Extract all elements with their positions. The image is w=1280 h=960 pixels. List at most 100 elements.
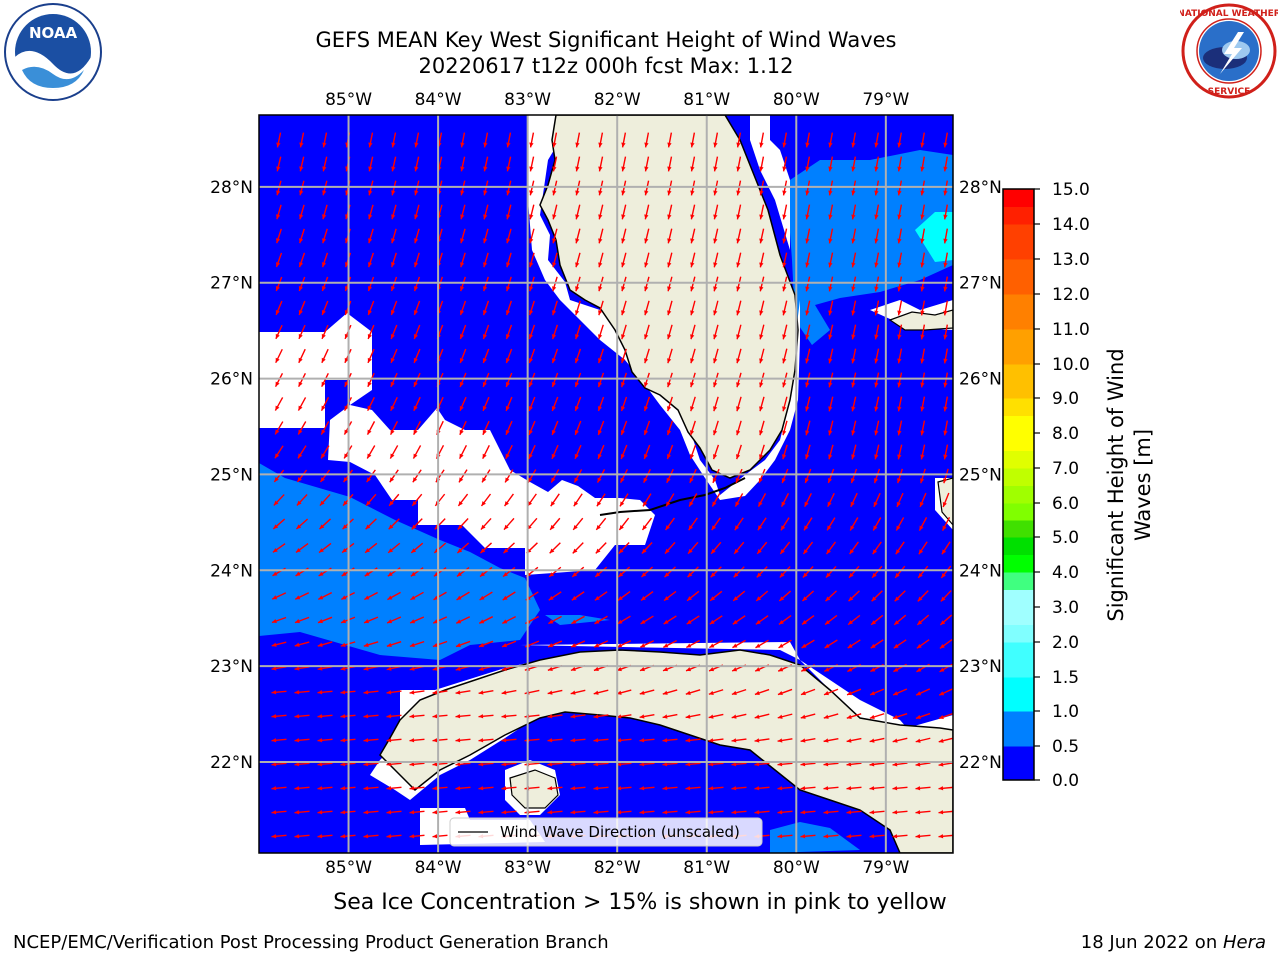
wave-direction-arrow (897, 396, 903, 412)
wave-direction-arrow (690, 372, 696, 388)
wave-direction-arrow (455, 690, 471, 695)
wave-direction-arrow (501, 738, 517, 743)
wave-direction-arrow (943, 132, 948, 148)
wave-direction-arrow (321, 276, 329, 292)
wave-direction-arrow (736, 324, 742, 340)
wave-direction-arrow (736, 156, 742, 172)
wave-direction-arrow (689, 444, 697, 460)
wave-direction-arrow (551, 444, 559, 460)
wave-direction-arrow (618, 517, 630, 531)
wave-direction-arrow (644, 300, 650, 316)
wave-direction-arrow (756, 566, 768, 578)
wave-direction-arrow (872, 517, 882, 531)
wave-direction-arrow (667, 156, 673, 172)
wave-direction-arrow (667, 180, 673, 196)
wave-direction-arrow (687, 541, 699, 555)
wave-direction-arrow (570, 810, 586, 815)
wave-direction-arrow (595, 517, 607, 531)
lat-tick-label-right: 22°N (959, 753, 1002, 773)
wave-direction-arrow (363, 690, 379, 695)
wave-direction-arrow (736, 204, 742, 220)
wave-direction-arrow (455, 762, 471, 767)
wave-direction-arrow (386, 714, 402, 719)
wave-direction-arrow (851, 300, 857, 316)
wave-direction-arrow (482, 372, 490, 388)
wave-direction-arrow (322, 132, 328, 148)
wave-direction-arrow (780, 493, 790, 507)
wave-direction-arrow (690, 156, 696, 172)
wave-direction-arrow (364, 591, 378, 601)
wave-direction-arrow (662, 689, 678, 695)
wave-direction-arrow (874, 180, 880, 196)
wave-direction-arrow (597, 396, 605, 412)
wave-direction-arrow (480, 493, 492, 507)
wave-direction-arrow (708, 810, 724, 815)
wave-direction-arrow (874, 228, 880, 244)
wave-direction-arrow (275, 300, 283, 316)
wave-direction-arrow (366, 469, 376, 483)
wave-direction-arrow (389, 421, 399, 435)
wave-direction-arrow (271, 616, 287, 624)
wave-direction-arrow (736, 252, 742, 268)
wave-direction-arrow (409, 786, 425, 791)
lat-tick-label-left: 22°N (210, 753, 253, 773)
wave-direction-arrow (641, 541, 653, 555)
wave-direction-arrow (690, 180, 696, 196)
wave-direction-arrow (547, 689, 563, 695)
wave-direction-arrow (505, 444, 513, 460)
colorbar-tick-label: 11.0 (1052, 320, 1090, 340)
wave-direction-arrow (662, 738, 678, 743)
wave-direction-arrow (848, 590, 860, 602)
wave-direction-arrow (639, 762, 655, 767)
wave-direction-arrow (736, 372, 742, 388)
wave-direction-arrow (363, 786, 379, 791)
wave-direction-arrow (551, 348, 559, 364)
footer-date-text: 18 Jun 2022 on (1080, 932, 1223, 953)
wave-direction-arrow (801, 639, 815, 649)
colorbar-segment (1003, 642, 1034, 678)
wave-direction-arrow (294, 810, 310, 815)
wave-direction-arrow (777, 688, 793, 696)
wave-direction-arrow (943, 324, 949, 340)
wave-direction-arrow (732, 639, 746, 649)
wave-direction-arrow (482, 444, 490, 460)
wave-direction-arrow (617, 615, 631, 625)
wave-direction-arrow (621, 156, 627, 172)
wave-direction-arrow (455, 810, 471, 815)
wave-direction-arrow (551, 324, 559, 340)
wave-direction-arrow (432, 762, 448, 767)
wave-direction-arrow (915, 762, 931, 767)
wave-direction-arrow (828, 300, 834, 316)
wave-direction-arrow (847, 639, 861, 649)
wave-direction-arrow (736, 132, 742, 148)
wave-direction-arrow (388, 518, 400, 530)
wave-direction-arrow (575, 252, 581, 268)
wave-direction-arrow (598, 252, 604, 268)
wave-direction-arrow (414, 132, 420, 148)
wave-direction-arrow (529, 132, 535, 148)
colorbar-segment (1003, 468, 1034, 486)
wave-direction-arrow (690, 348, 696, 364)
wave-direction-arrow (409, 834, 425, 839)
wave-direction-arrow (713, 348, 719, 364)
wave-direction-arrow (594, 591, 608, 601)
wave-direction-arrow (847, 614, 861, 626)
wave-direction-arrow (897, 348, 903, 364)
svg-text:SERVICE: SERVICE (1208, 87, 1251, 97)
wave-direction-arrow (501, 714, 517, 719)
wave-direction-arrow (663, 615, 677, 625)
wave-direction-arrow (460, 204, 466, 220)
wave-direction-arrow (276, 228, 282, 244)
wave-direction-arrow (870, 614, 884, 626)
wave-direction-arrow (619, 469, 629, 483)
wave-direction-arrow (805, 156, 811, 172)
wave-direction-arrow (640, 615, 654, 625)
wave-direction-arrow (938, 786, 953, 791)
wave-direction-arrow (644, 372, 650, 388)
wave-direction-arrow (501, 689, 517, 695)
wave-direction-arrow (666, 444, 674, 460)
wave-direction-arrow (690, 132, 696, 148)
wave-direction-arrow (460, 276, 466, 292)
wave-direction-arrow (529, 228, 535, 244)
lat-tick-label-right: 25°N (959, 465, 1002, 485)
